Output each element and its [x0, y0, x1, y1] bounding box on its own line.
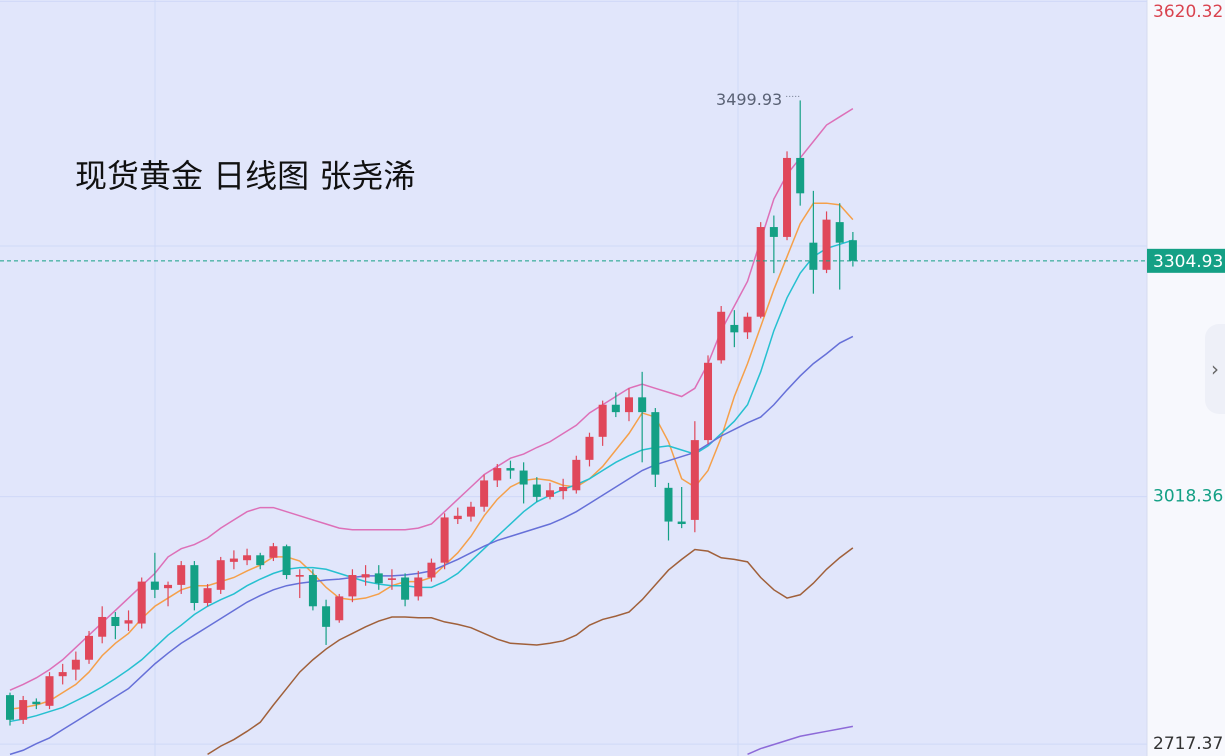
candle-body: [58, 672, 67, 677]
candle-body: [783, 157, 792, 237]
candle-body: [32, 701, 41, 705]
candle-body: [638, 397, 647, 413]
candle-body: [480, 480, 489, 507]
candle-body: [506, 468, 515, 471]
candle-body: [717, 311, 726, 361]
candle-body: [440, 517, 449, 563]
candle-body: [203, 588, 212, 603]
marks: [0, 0, 1147, 756]
candle-body: [572, 459, 581, 491]
candle-body: [704, 362, 713, 441]
candle-body: [190, 565, 199, 603]
candle-body: [124, 620, 133, 624]
candle-body: [216, 560, 225, 590]
candle-body: [598, 404, 607, 437]
candle-body: [348, 575, 357, 597]
candle-body: [677, 521, 686, 525]
ma-line: [9, 107, 854, 691]
candle-body: [730, 324, 739, 333]
candle-body: [98, 616, 107, 637]
candle-body: [796, 157, 805, 194]
candle-body: [19, 700, 28, 720]
candle-body: [611, 404, 620, 413]
candle-body: [243, 555, 252, 561]
candle-body: [769, 227, 778, 237]
chart-title: 现货黄金 日线图 张尧浠: [75, 157, 415, 195]
candle-body: [414, 577, 423, 597]
y-tick-label: 2717.37: [1153, 734, 1223, 754]
candle-body: [453, 515, 462, 520]
candle-body: [137, 581, 146, 624]
candle-body: [809, 242, 818, 270]
current-price-box: [1147, 248, 1225, 273]
candle-body: [545, 490, 554, 497]
candle-body: [651, 412, 660, 475]
candle-body: [624, 397, 633, 413]
candle-body: [756, 227, 765, 317]
plot-background: [0, 0, 1147, 756]
candle-body: [532, 484, 541, 497]
candle-body: [848, 240, 857, 261]
candle-body: [401, 577, 410, 600]
candle-body: [111, 616, 120, 627]
candle-body: [322, 606, 331, 627]
candle-body: [743, 316, 752, 333]
candle-body: [335, 596, 344, 621]
candle-body: [387, 578, 396, 580]
candle-body: [519, 470, 528, 485]
scroll-right-button[interactable]: ›: [1205, 324, 1225, 414]
candle-body: [690, 440, 699, 520]
candle-body: [164, 584, 173, 589]
candle-body: [282, 546, 291, 576]
candle-body: [308, 575, 317, 607]
candle-body: [150, 581, 159, 590]
candle-body: [177, 565, 186, 585]
y-tick-label: 3018.36: [1153, 487, 1223, 507]
high-label: 3499.93: [716, 90, 782, 109]
candle-body: [6, 695, 14, 720]
candle-body: [361, 574, 370, 578]
candle-body: [45, 676, 54, 706]
candle-body: [559, 486, 568, 492]
candle-body: [466, 506, 475, 517]
current-price-label: 3304.93: [1153, 252, 1223, 272]
candle-body: [664, 487, 673, 522]
candle-body: [295, 575, 304, 577]
candle-body: [85, 635, 94, 660]
candle-body: [493, 468, 502, 481]
candle-body: [71, 659, 80, 670]
candle-body: [822, 219, 831, 270]
candle-body: [585, 436, 594, 460]
ma-line: [747, 725, 854, 756]
candle-body: [229, 558, 238, 562]
candle-body: [269, 546, 278, 558]
candle-body: [374, 573, 383, 584]
candle-body: [835, 222, 844, 243]
candle-body: [256, 555, 265, 566]
candle-body: [427, 562, 436, 578]
ma-line: [207, 547, 854, 755]
y-tick-label: 3620.32: [1153, 2, 1223, 22]
